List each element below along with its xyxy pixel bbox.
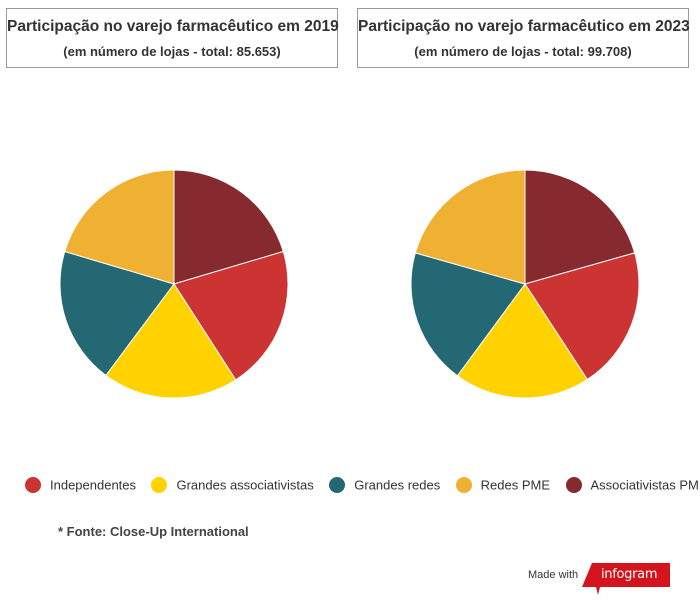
chart-title-box-2023: Participação no varejo farmacêutico em 2…: [357, 8, 690, 68]
pie-slice-associativistas-pme[interactable]: [524, 169, 636, 285]
legend-item-redes-pme[interactable]: Redes PME: [455, 476, 551, 494]
pie-slice-associativistas-pme[interactable]: [173, 169, 284, 285]
infogram-brand-text: infogram: [601, 567, 658, 582]
legend-label: Grandes associativistas: [176, 477, 314, 493]
made-with-label: Made with: [528, 569, 579, 581]
legend-item-associativistas-pme[interactable]: Associativistas PME: [565, 476, 700, 494]
pie-slice-independentes[interactable]: [173, 250, 289, 381]
source-note: * Fonte: Close-Up International: [58, 524, 249, 539]
legend-label: Independentes: [50, 477, 137, 493]
pie-slice-redes-pme[interactable]: [64, 169, 175, 285]
infogram-flag-icon: [582, 563, 670, 595]
legend-item-grandes-redes[interactable]: Grandes redes: [329, 476, 440, 494]
legend-label: Grandes redes: [354, 477, 441, 493]
legend-swatch: [455, 476, 472, 493]
legend-label: Associativistas PME: [590, 477, 700, 493]
chart-title: Participação no varejo farmacêutico em 2…: [358, 18, 690, 35]
chart-subtitle: (em número de lojas - total: 99.708): [414, 44, 632, 59]
pie-slice-independentes[interactable]: [524, 252, 640, 381]
pie-chart-2023[interactable]: [409, 168, 641, 400]
legend: Independentes Grandes associativistas Gr…: [25, 476, 700, 496]
legend-item-independentes[interactable]: Independentes: [25, 476, 136, 494]
pie-slice-grandes-redes[interactable]: [59, 250, 175, 377]
pie-slice-redes-pme[interactable]: [414, 169, 526, 285]
legend-label: Redes PME: [480, 477, 551, 493]
chart-title: Participação no varejo farmacêutico em 2…: [7, 18, 339, 35]
chart-title-box-2019: Participação no varejo farmacêutico em 2…: [6, 8, 339, 68]
legend-swatch: [329, 476, 346, 493]
infogram-logo[interactable]: infogram: [582, 563, 670, 595]
legend-swatch: [565, 476, 582, 493]
pie-slice-grandes-associativistas[interactable]: [456, 283, 588, 399]
legend-swatch: [151, 476, 168, 493]
chart-subtitle: (em número de lojas - total: 85.653): [63, 44, 281, 59]
pie-chart-2019[interactable]: [58, 168, 290, 400]
legend-item-grandes-associativistas[interactable]: Grandes associativistas: [151, 476, 314, 494]
legend-swatch: [25, 476, 41, 493]
pie-slice-grandes-associativistas[interactable]: [105, 283, 237, 399]
pie-slice-grandes-redes[interactable]: [410, 252, 526, 377]
